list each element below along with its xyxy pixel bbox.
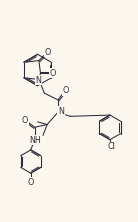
Text: O: O xyxy=(49,69,56,78)
Text: N: N xyxy=(58,107,64,116)
Text: O: O xyxy=(28,178,34,187)
Text: N: N xyxy=(35,76,41,85)
Text: O: O xyxy=(62,86,69,95)
Text: NH: NH xyxy=(29,136,41,145)
Text: O: O xyxy=(22,116,28,125)
Text: O: O xyxy=(45,48,51,57)
Text: Cl: Cl xyxy=(107,142,115,151)
